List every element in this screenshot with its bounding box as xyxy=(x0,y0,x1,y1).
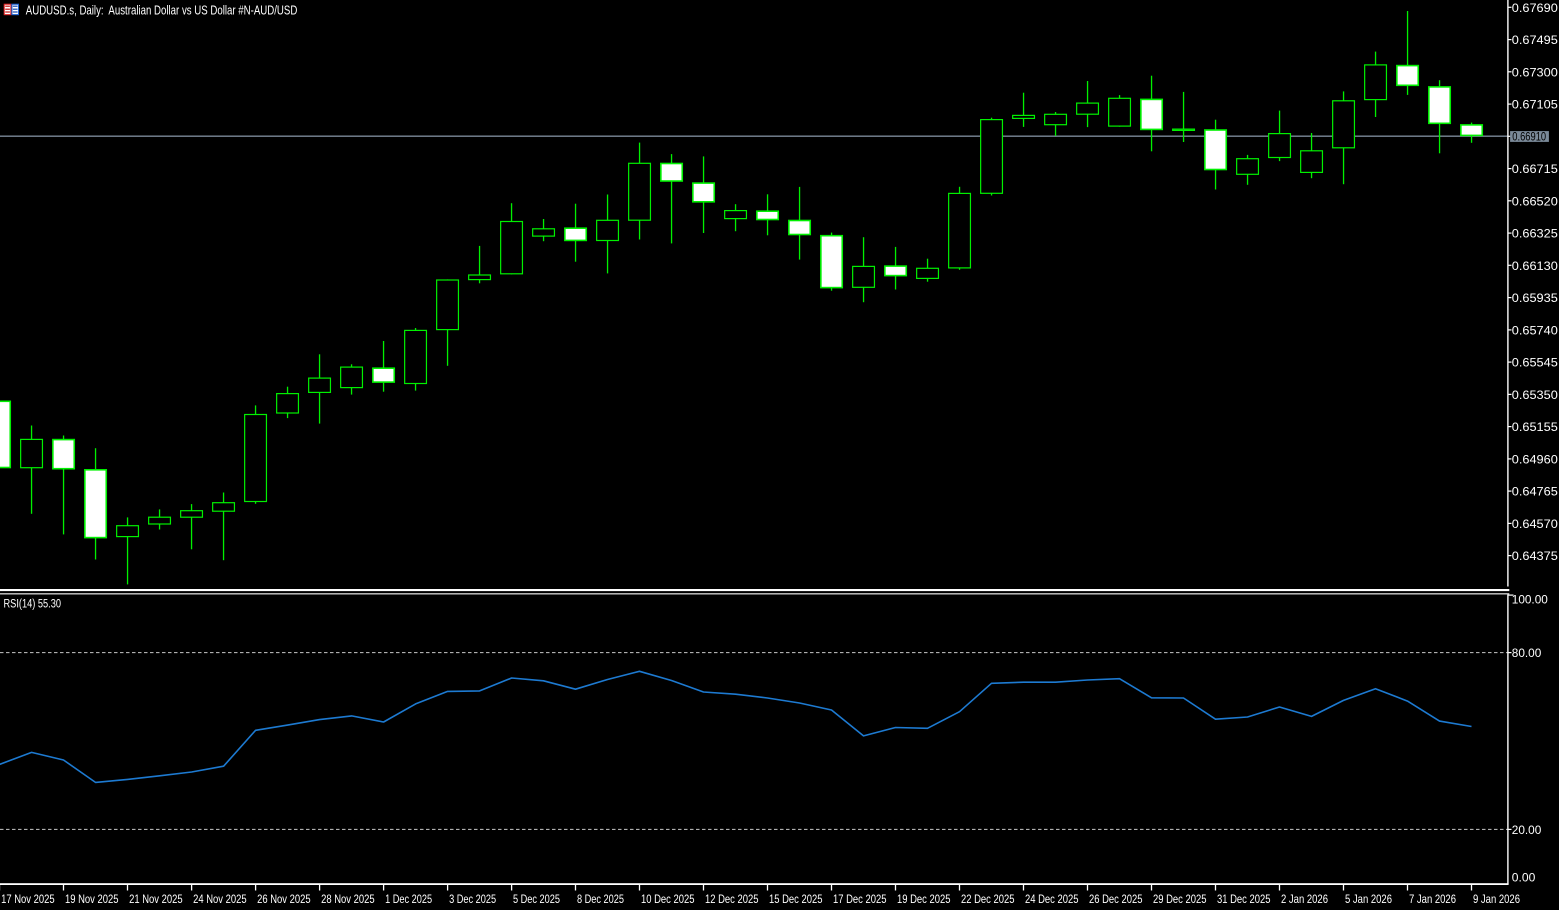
svg-text:17 Dec 2025: 17 Dec 2025 xyxy=(833,892,887,906)
svg-text:0.64960: 0.64960 xyxy=(1512,452,1558,466)
svg-text:2 Jan 2026: 2 Jan 2026 xyxy=(1281,892,1328,906)
svg-text:3 Dec 2025: 3 Dec 2025 xyxy=(449,892,496,906)
svg-text:0.00: 0.00 xyxy=(1512,871,1536,885)
svg-text:24 Nov 2025: 24 Nov 2025 xyxy=(193,892,247,906)
svg-text:26 Dec 2025: 26 Dec 2025 xyxy=(1089,892,1143,906)
svg-text:12 Dec 2025: 12 Dec 2025 xyxy=(705,892,759,906)
svg-text:31 Dec 2025: 31 Dec 2025 xyxy=(1217,892,1271,906)
svg-text:19 Nov 2025: 19 Nov 2025 xyxy=(65,892,119,906)
svg-text:21 Nov 2025: 21 Nov 2025 xyxy=(129,892,183,906)
svg-text:0.67300: 0.67300 xyxy=(1512,65,1558,79)
svg-text:0.65350: 0.65350 xyxy=(1512,388,1558,402)
svg-text:0.66130: 0.66130 xyxy=(1512,259,1558,273)
svg-text:1 Dec 2025: 1 Dec 2025 xyxy=(385,892,432,906)
svg-text:7 Jan 2026: 7 Jan 2026 xyxy=(1409,892,1456,906)
svg-text:8 Dec 2025: 8 Dec 2025 xyxy=(577,892,624,906)
svg-text:0.65545: 0.65545 xyxy=(1512,356,1558,370)
svg-text:0.66325: 0.66325 xyxy=(1512,227,1558,241)
svg-text:RSI(14) 55.30: RSI(14) 55.30 xyxy=(4,597,62,611)
svg-text:AUDUSD.s, Daily: Australian D: AUDUSD.s, Daily: Australian Dollar vs US… xyxy=(26,2,298,17)
svg-text:10 Dec 2025: 10 Dec 2025 xyxy=(641,892,695,906)
svg-text:19 Dec 2025: 19 Dec 2025 xyxy=(897,892,951,906)
svg-text:0.64570: 0.64570 xyxy=(1512,517,1558,531)
svg-text:0.64765: 0.64765 xyxy=(1512,485,1558,499)
svg-text:0.67690: 0.67690 xyxy=(1512,1,1558,15)
svg-text:29 Dec 2025: 29 Dec 2025 xyxy=(1153,892,1207,906)
svg-text:100.00: 100.00 xyxy=(1512,592,1548,606)
svg-text:15 Dec 2025: 15 Dec 2025 xyxy=(769,892,823,906)
svg-text:0.67495: 0.67495 xyxy=(1512,33,1558,47)
svg-text:0.64375: 0.64375 xyxy=(1512,549,1558,563)
svg-text:24 Dec 2025: 24 Dec 2025 xyxy=(1025,892,1079,906)
svg-text:0.67105: 0.67105 xyxy=(1512,98,1558,112)
svg-text:20.00: 20.00 xyxy=(1512,823,1542,837)
svg-text:5 Jan 2026: 5 Jan 2026 xyxy=(1345,892,1392,906)
svg-text:9 Jan 2026: 9 Jan 2026 xyxy=(1473,892,1520,906)
svg-text:0.66910: 0.66910 xyxy=(1512,131,1546,143)
svg-text:0.65740: 0.65740 xyxy=(1512,323,1558,337)
svg-text:0.65935: 0.65935 xyxy=(1512,291,1558,305)
svg-text:5 Dec 2025: 5 Dec 2025 xyxy=(513,892,560,906)
svg-text:80.00: 80.00 xyxy=(1512,646,1542,660)
svg-text:28 Nov 2025: 28 Nov 2025 xyxy=(321,892,375,906)
svg-text:17 Nov 2025: 17 Nov 2025 xyxy=(1,892,55,906)
svg-text:26 Nov 2025: 26 Nov 2025 xyxy=(257,892,311,906)
svg-text:0.66715: 0.66715 xyxy=(1512,162,1558,176)
svg-text:0.66520: 0.66520 xyxy=(1512,194,1558,208)
svg-text:0.65155: 0.65155 xyxy=(1512,420,1558,434)
svg-text:22 Dec 2025: 22 Dec 2025 xyxy=(961,892,1015,906)
